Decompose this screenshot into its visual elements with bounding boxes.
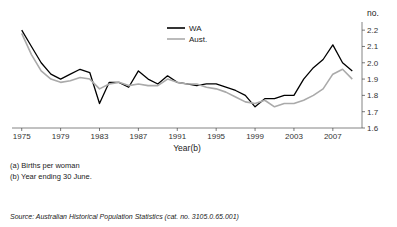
y-tick-label: 1.9 <box>367 75 379 84</box>
y-tick <box>362 62 365 63</box>
x-tick <box>216 128 217 131</box>
series-line <box>22 33 353 106</box>
footnote: (a) Births per woman <box>10 161 80 170</box>
series-line <box>22 30 353 107</box>
y-tick-label: 2.0 <box>367 59 379 68</box>
legend-swatch <box>167 38 185 40</box>
y-tick-label: 1.7 <box>367 108 379 117</box>
plot-area <box>22 30 353 107</box>
y-tick <box>362 30 365 31</box>
x-tick <box>99 128 100 131</box>
x-tick <box>60 128 61 131</box>
y-tick <box>362 79 365 80</box>
x-tick-label: 1983 <box>91 132 109 141</box>
y-tick <box>362 111 365 112</box>
legend-swatch <box>167 27 185 29</box>
x-tick-label: 2007 <box>324 132 342 141</box>
y-tick-label: 2.1 <box>367 42 379 51</box>
x-tick <box>21 128 22 131</box>
x-tick-label: 1999 <box>246 132 264 141</box>
x-tick-label: 1995 <box>207 132 225 141</box>
x-tick-label: 1979 <box>52 132 70 141</box>
x-tick-label: 1987 <box>129 132 147 141</box>
legend-label: WA <box>189 24 202 33</box>
x-tick <box>177 128 178 131</box>
footnote: (b) Year ending 30 June. <box>10 172 92 181</box>
x-axis-label: Year(b) <box>173 143 201 153</box>
y-tick <box>362 128 365 129</box>
y-axis-label: no. <box>367 8 379 18</box>
x-tick <box>255 128 256 131</box>
x-tick-label: 2003 <box>285 132 303 141</box>
x-axis-line <box>12 128 362 129</box>
y-tick-label: 1.8 <box>367 91 379 100</box>
x-tick <box>138 128 139 131</box>
y-tick-label: 2.2 <box>367 26 379 35</box>
chart: 1975 1979 1983 1987 1991 1995 1999 2003 2007 1.6 1… <box>0 0 397 227</box>
x-tick <box>293 128 294 131</box>
legend-label: Aust. <box>189 35 207 44</box>
source-note: Source: Australian Historical Population… <box>10 213 239 221</box>
legend: WA Aust. <box>167 24 207 44</box>
x-tick-label: 1975 <box>13 132 31 141</box>
y-tick <box>362 95 365 96</box>
x-tick <box>332 128 333 131</box>
y-tick <box>362 46 365 47</box>
y-axis-line <box>362 22 363 128</box>
y-tick-label: 1.6 <box>367 124 379 133</box>
x-tick-label: 1991 <box>168 132 186 141</box>
